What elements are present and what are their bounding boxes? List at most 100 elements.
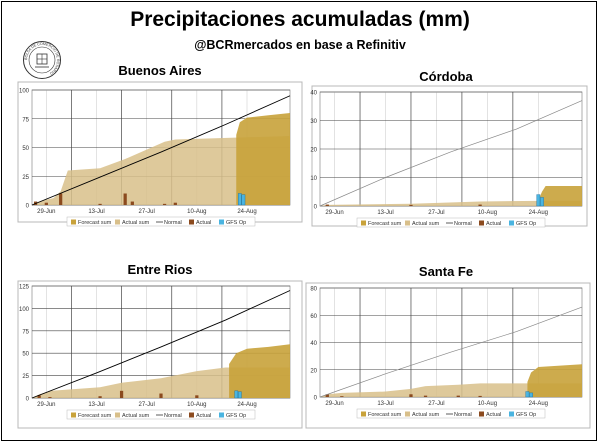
forecast-sum-area <box>538 186 582 206</box>
legend-box <box>66 216 256 227</box>
y-tick-label: 0 <box>314 396 318 402</box>
y-tick-label: 25 <box>22 175 29 181</box>
legend-label: Normal <box>164 413 182 419</box>
y-tick-label: 30 <box>310 119 317 125</box>
y-tick-label: 0 <box>26 204 30 210</box>
actual-bar <box>44 202 48 205</box>
gfs-op-bar <box>536 194 541 207</box>
y-tick-label: 20 <box>310 148 317 154</box>
legend-label: Actual <box>486 412 501 418</box>
logo-seal-icon: BOLSA DE COMERCIO DE ROSARIO <box>23 41 61 79</box>
legend-swatch-actual <box>479 220 484 226</box>
gfs-op-bar <box>241 194 246 206</box>
y-tick-label: 100 <box>19 307 30 313</box>
page-title: Precipitaciones acumuladas (mm) <box>130 8 470 31</box>
x-tick-label: 24-Aug <box>237 209 256 215</box>
x-tick-label: 10-Aug <box>187 402 206 408</box>
normal-line <box>31 290 291 399</box>
forecast-sum-area <box>229 344 290 398</box>
actual-bar <box>325 394 329 397</box>
legend-swatch-gfs-op <box>509 220 514 226</box>
y-tick-label: 40 <box>310 91 317 97</box>
gfs-op-bar <box>525 391 530 398</box>
actual-bar <box>98 396 102 398</box>
actual-bar <box>456 395 460 397</box>
y-tick-label: 10 <box>310 176 317 182</box>
legend-label: Normal <box>454 221 472 227</box>
legend-swatch-actual <box>189 412 194 418</box>
x-tick-label: 24-Aug <box>529 210 548 216</box>
y-tick-label: 75 <box>22 117 29 123</box>
y-tick-label: 50 <box>22 352 29 358</box>
legend-box <box>356 408 546 419</box>
x-tick-label: 27-Jul <box>138 402 154 408</box>
y-tick-label: 80 <box>310 287 317 293</box>
y-tick-label: 50 <box>22 146 29 152</box>
actual-bar <box>162 203 167 205</box>
legend-label: Actual sum <box>122 220 150 226</box>
y-tick-label: 40 <box>310 341 317 347</box>
actual-bar <box>409 394 413 397</box>
legend-swatch-forecast-sum <box>361 411 366 417</box>
x-tick-label: 13-Jul <box>88 209 104 215</box>
actual-sum-area <box>320 200 582 206</box>
legend-swatch-gfs-op <box>219 412 224 418</box>
x-tick-label: 24-Aug <box>529 401 548 407</box>
legend-swatch-gfs-op <box>509 411 514 417</box>
actual-bar <box>37 395 41 398</box>
y-tick-label: 75 <box>22 329 29 335</box>
legend-swatch-actual-sum <box>115 219 120 225</box>
y-tick-label: 100 <box>19 89 30 95</box>
x-tick-label: 10-Aug <box>187 209 206 215</box>
x-tick-label: 27-Jul <box>428 401 444 407</box>
legend-swatch-actual-sum <box>115 412 120 418</box>
page-subtitle: @BCRmercados en base a Refinitiv <box>194 38 406 52</box>
x-tick-label: 29-Jun <box>37 402 55 408</box>
normal-line <box>319 100 583 207</box>
legend-label: Actual sum <box>412 221 440 227</box>
actual-bar <box>478 204 482 206</box>
legend-label: Forecast sum <box>78 220 112 226</box>
gfs-op-bar <box>529 392 533 398</box>
normal-line <box>319 306 583 398</box>
normal-line <box>31 95 291 206</box>
actual-sum-area <box>320 383 582 397</box>
gfs-op-bar <box>540 197 544 207</box>
legend-label: Forecast sum <box>368 412 402 418</box>
legend-label: GFS Op <box>516 412 536 418</box>
y-tick-label: 0 <box>314 205 318 211</box>
legend-swatch-forecast-sum <box>71 412 76 418</box>
legend-label: Normal <box>454 412 472 418</box>
actual-bar <box>119 390 124 398</box>
legend-label: Actual sum <box>122 413 150 419</box>
x-tick-label: 13-Jul <box>377 401 393 407</box>
forecast-sum-area <box>236 113 290 205</box>
legend-swatch-forecast-sum <box>71 219 76 225</box>
chart-title-entre-rios: Entre Rios <box>127 262 193 277</box>
y-tick-label: 125 <box>19 285 30 291</box>
actual-sum-area <box>32 136 290 205</box>
legend-label: GFS Op <box>226 220 246 226</box>
actual-bar <box>325 204 329 206</box>
legend-swatch-gfs-op <box>219 219 224 225</box>
x-tick-label: 24-Aug <box>237 402 256 408</box>
legend-swatch-forecast-sum <box>361 220 366 226</box>
legend-label: GFS Op <box>226 413 246 419</box>
gfs-op-bar <box>234 390 239 399</box>
legend-label: Forecast sum <box>368 221 402 227</box>
legend-label: Actual <box>196 220 211 226</box>
actual-bar <box>48 397 52 398</box>
actual-bar <box>340 396 344 397</box>
legend-label: Actual <box>196 413 211 419</box>
legend-swatch-actual-sum <box>405 220 410 226</box>
x-tick-label: 10-Aug <box>478 401 497 407</box>
y-tick-label: 60 <box>310 314 317 320</box>
legend-label: Actual <box>486 221 501 227</box>
forecast-sum-area <box>527 364 582 397</box>
legend-label: GFS Op <box>516 221 536 227</box>
x-tick-label: 29-Jun <box>325 401 343 407</box>
x-tick-label: 29-Jun <box>325 210 343 216</box>
actual-bar <box>423 395 428 397</box>
